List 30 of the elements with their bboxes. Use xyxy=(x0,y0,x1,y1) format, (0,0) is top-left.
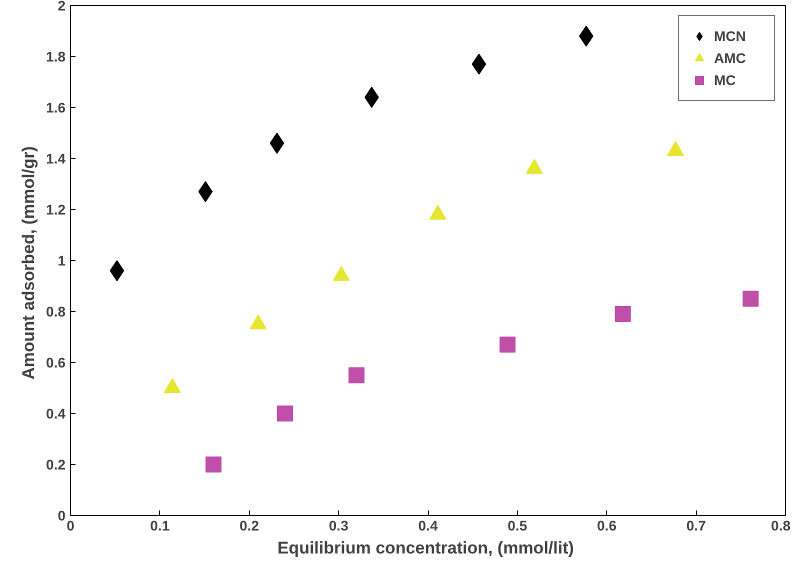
legend-label: AMC xyxy=(714,50,747,66)
point xyxy=(277,406,293,422)
x-tick-label: 0.2 xyxy=(240,518,260,534)
y-tick-label: 1.4 xyxy=(46,150,66,166)
x-axis-title: Equilibrium concentration, (mmol/lit) xyxy=(277,538,574,558)
x-tick-label: 0.3 xyxy=(328,518,349,534)
point xyxy=(500,336,516,353)
y-tick-label: 1 xyxy=(58,252,66,268)
y-tick-label: 0.2 xyxy=(46,456,66,472)
y-tick-label: 0 xyxy=(58,508,66,524)
y-tick-label: 1.8 xyxy=(46,48,66,64)
y-tick-label: 2 xyxy=(58,0,66,14)
y-axis-title: Amount adsorbed, (mmol/gr) xyxy=(19,146,38,380)
y-tick-label: 1.2 xyxy=(46,202,66,218)
x-tick-label: 0.5 xyxy=(508,518,528,534)
point xyxy=(206,456,222,472)
x-tick-label: 0.7 xyxy=(686,518,706,534)
point xyxy=(614,306,631,322)
x-tick-label: 0.1 xyxy=(150,518,170,534)
y-tick-label: 1.6 xyxy=(46,100,66,116)
y-tick-label: 0.8 xyxy=(46,304,66,320)
x-tick-label: 0.6 xyxy=(597,518,617,534)
x-tick-label: 0.8 xyxy=(771,518,791,534)
point xyxy=(348,367,364,384)
legend-label: MCN xyxy=(714,28,747,44)
point xyxy=(742,290,759,307)
y-tick-label: 0.6 xyxy=(46,354,66,370)
y-tick-label: 0.4 xyxy=(46,406,66,422)
legend-label: MC xyxy=(714,72,737,88)
x-tick-label: 0.4 xyxy=(418,518,438,534)
